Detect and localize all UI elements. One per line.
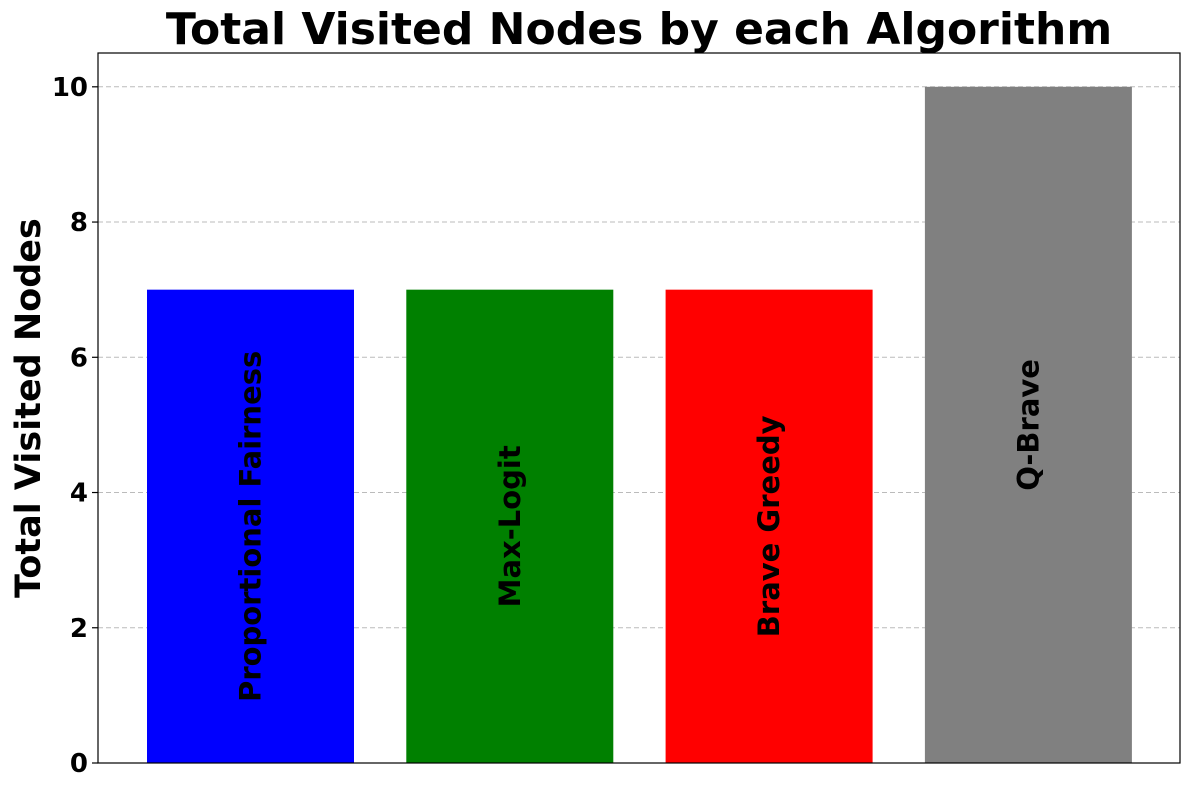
- y-tick-label: 0: [70, 749, 88, 779]
- bar-labels: Proportional Fairness Max-Logit Brave Gree…: [234, 351, 1046, 702]
- bar: [147, 289, 354, 763]
- y-tick-label: 6: [70, 343, 88, 373]
- plot-frame: [97, 52, 1181, 764]
- y-axis-ticks: 0 2 4 6 8 10: [52, 73, 98, 779]
- bar: [924, 86, 1132, 764]
- bar-category-label: Q-Brave: [1011, 359, 1045, 491]
- bars: [147, 86, 1132, 764]
- chart-title: Total Visited Nodes by each Algorithm: [166, 4, 1112, 55]
- bar-category-label: Max-Logit: [493, 445, 527, 607]
- bar-category-label: Brave Greedy: [752, 415, 786, 637]
- y-tick-label: 4: [70, 479, 88, 509]
- y-tick-label: 2: [70, 614, 88, 644]
- bar-category-label: Proportional Fairness: [234, 351, 268, 702]
- y-axis-label: Total Visited Nodes: [9, 218, 49, 598]
- bar: [406, 289, 614, 763]
- y-tick-label: 10: [52, 73, 88, 103]
- y-tick-label: 8: [70, 208, 88, 238]
- bar: [665, 289, 873, 763]
